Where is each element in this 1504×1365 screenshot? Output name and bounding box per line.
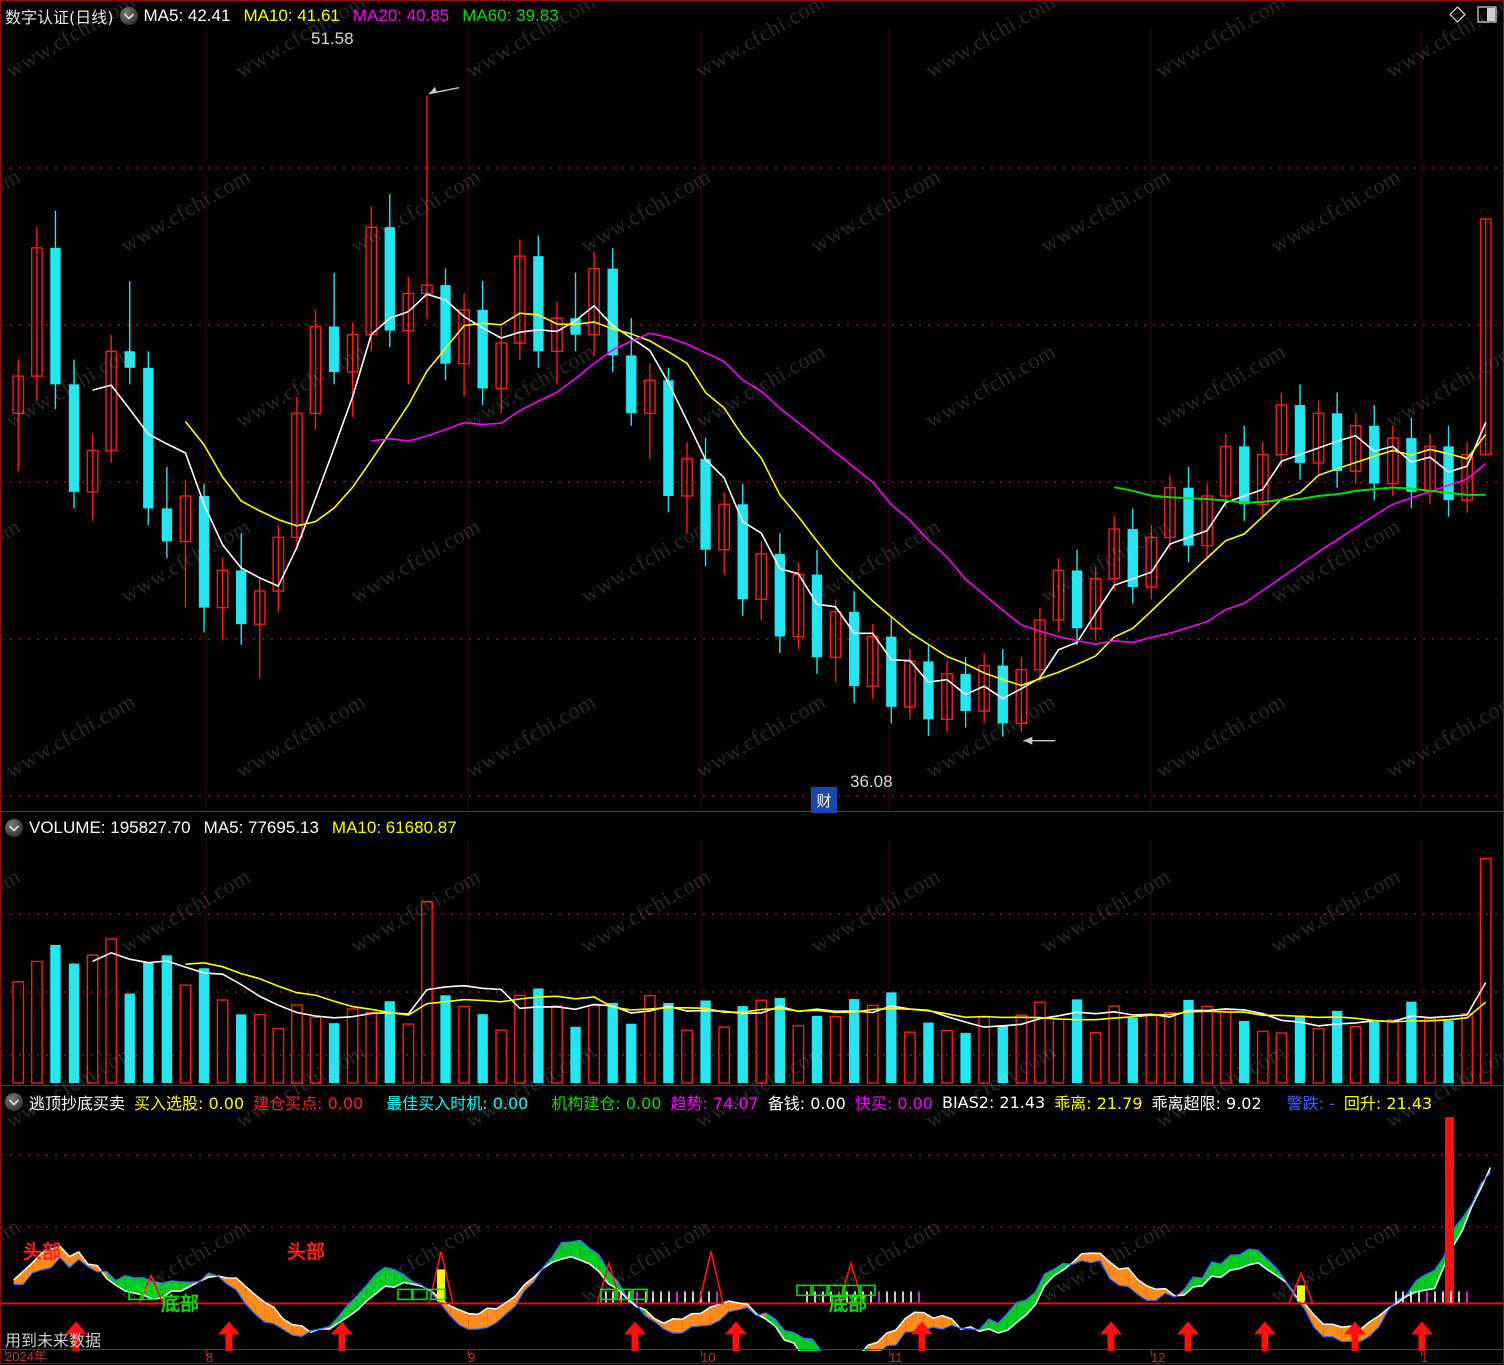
price-chart-pane[interactable] (1, 27, 1503, 812)
indicator-item-5: 备钱: 0.00 (767, 1094, 846, 1113)
chevron-down-icon[interactable] (119, 7, 138, 25)
ma20-readout: MA20: 40.85 (352, 6, 450, 25)
volume-readout: VOLUME: 195827.70 (29, 818, 191, 837)
indicator-item-6: 快买: 0.00 (854, 1094, 933, 1113)
volume-ma5-readout: MA5: 77695.13 (203, 818, 319, 837)
titlebar-icons (1447, 4, 1497, 24)
date-axis-label: 12 (1151, 1350, 1166, 1365)
volume-chart-pane[interactable] (1, 841, 1503, 1085)
bottom-marker-label: 底部 (161, 1293, 200, 1315)
indicator-chart-pane[interactable] (1, 1113, 1503, 1351)
volume-panel-header: VOLUME: 195827.70 MA5: 77695.13 MA10: 61… (1, 815, 1503, 841)
volume-ma10-readout: MA10: 61680.87 (331, 818, 457, 837)
ma5-readout: MA5: 42.41 (143, 6, 231, 25)
date-axis-label: 8 (206, 1350, 214, 1365)
ma60-readout: MA60: 39.83 (462, 6, 559, 25)
date-axis-tick (889, 1350, 890, 1356)
panel-divider-3 (1, 1349, 1503, 1350)
date-axis-label: 1 (1421, 1350, 1429, 1365)
date-axis-label: 9 (468, 1350, 476, 1365)
date-axis-tick (701, 1350, 702, 1356)
split-pane-icon[interactable] (1477, 4, 1497, 24)
symbol-label: 数字认证(日线) (5, 8, 114, 27)
low-price-label: 36.08 (850, 772, 893, 791)
chevron-down-icon[interactable] (5, 819, 23, 837)
indicator-item-1: 建仓买点: 0.00 (253, 1094, 364, 1113)
date-axis-tick (5, 1350, 6, 1356)
indicator-item-8: 乖离: 21.79 (1054, 1094, 1143, 1113)
brand-badge: 财 (811, 787, 837, 813)
indicator-panel-header: 逃顶抄底买卖 买入选股: 0.00 建仓买点: 0.00 最佳买入时机: 0.0… (1, 1089, 1503, 1115)
date-axis: 2024年 8 9 10 11 12 1 (1, 1349, 1503, 1365)
date-axis-tick (1421, 1350, 1422, 1356)
indicator-item-3: 机构建仓: 0.00 (551, 1094, 662, 1113)
top-marker-label: 头部 (287, 1241, 326, 1263)
future-data-note: 用到未来数据 (5, 1331, 102, 1350)
indicator-item-2: 最佳买入时机: 0.00 (386, 1094, 529, 1113)
indicator-item-0: 买入选股: 0.00 (134, 1094, 245, 1113)
high-price-label: 51.58 (311, 29, 354, 48)
indicator-item-11: 回升: 21.43 (1343, 1094, 1433, 1113)
indicator-item-4: 趋势: 74.07 (670, 1094, 759, 1113)
date-axis-tick (1151, 1350, 1152, 1356)
diamond-icon[interactable] (1447, 4, 1467, 24)
date-axis-label: 11 (889, 1350, 903, 1365)
panel-divider-2 (1, 1085, 1503, 1086)
bottom-marker-label: 底部 (829, 1293, 868, 1315)
date-axis-tick (468, 1350, 469, 1356)
price-panel-header: 数字认证(日线) MA5: 42.41 MA10: 41.61 MA20: 40… (1, 3, 1503, 29)
date-axis-label: 10 (701, 1350, 716, 1365)
indicator-item-10: 警跌: - (1286, 1094, 1335, 1113)
top-marker-label: 头部 (23, 1241, 62, 1263)
indicator-item-7: BIAS2: 21.43 (941, 1092, 1046, 1112)
ma10-readout: MA10: 41.61 (243, 6, 340, 25)
date-axis-tick (206, 1350, 207, 1356)
panel-divider-1 (1, 811, 1503, 812)
chevron-down-icon[interactable] (5, 1093, 23, 1111)
indicator-title: 逃顶抄底买卖 (29, 1094, 126, 1113)
indicator-item-9: 乖离超限: 9.02 (1151, 1094, 1262, 1113)
date-axis-label: 2024年 (5, 1349, 47, 1364)
